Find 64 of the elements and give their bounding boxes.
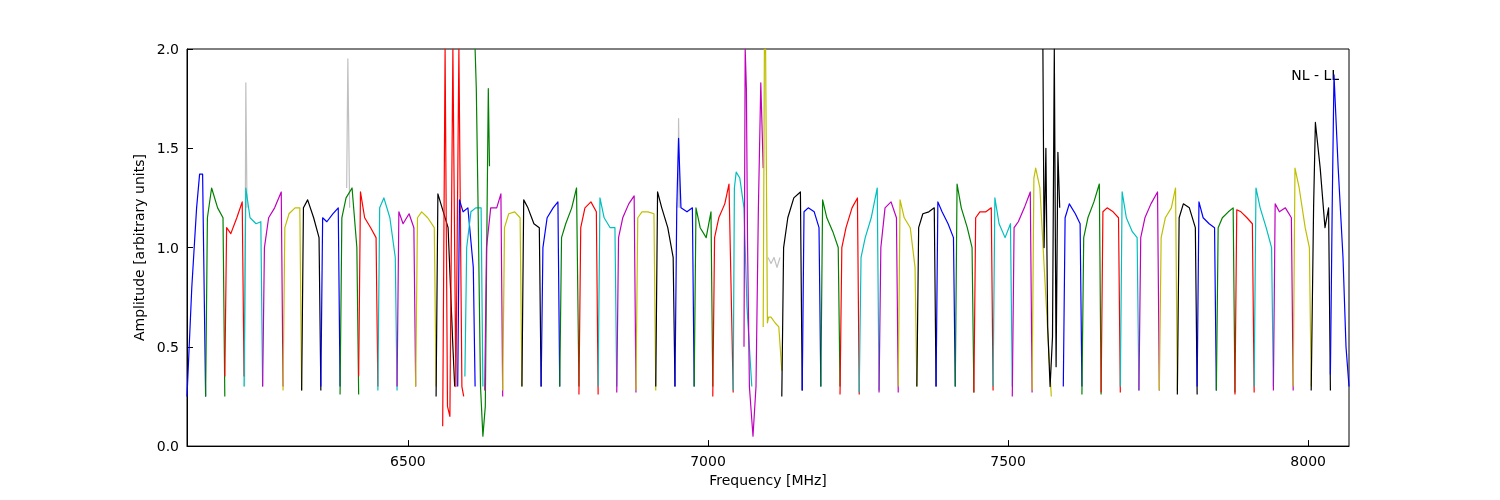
line-series [743,48,764,437]
y-tick-label: 1.0 [156,239,179,256]
annotation: NL - LL [1291,67,1340,83]
line-series [339,187,360,396]
line-series [693,207,714,388]
line-series [616,195,637,394]
y-tick-label: 0.0 [156,438,179,455]
line-series [1272,203,1294,392]
line-series [474,48,491,437]
x-tick-label: 7000 [690,453,726,470]
line-series [1100,207,1121,394]
line-series [801,207,822,392]
line-series [897,199,918,388]
line-series [521,199,542,388]
line-series [578,201,599,396]
line-series [1081,183,1102,396]
y-tick-label: 1.5 [156,140,179,157]
line-series [262,191,284,388]
line-series [858,187,880,394]
line-series [712,183,734,398]
line-series [732,171,753,392]
line-series [484,193,504,398]
line-series [442,48,465,427]
line-series [320,207,341,388]
line-series [301,199,322,392]
x-tick-label: 7500 [990,453,1026,470]
line-series [502,211,523,392]
x-tick-label: 8000 [1290,453,1327,470]
line-series [464,207,484,388]
line-series [1158,187,1178,392]
line-series [992,197,1013,388]
line-series [1292,167,1312,388]
y-tick-label: 2.0 [156,41,179,57]
line-series [674,137,695,388]
line-series [1310,121,1331,392]
line-series [973,207,994,394]
line-series [435,193,456,398]
line-series [415,211,437,388]
line-series [540,201,561,388]
line-series [781,191,803,398]
line-series [1062,203,1083,388]
line-series [916,207,937,388]
line-series [655,191,676,388]
line-series [878,201,899,394]
line-series [1176,203,1198,396]
line-series [820,199,841,388]
y-tick-label: 0.5 [156,338,179,355]
line-series [1234,209,1255,396]
x-tick-label: 6500 [390,453,426,470]
line-series [186,173,207,398]
line-series [559,187,580,388]
line-series [224,201,245,378]
line-series [839,197,860,396]
line-series [205,187,226,398]
line-series [243,187,264,388]
line-series [1011,191,1033,398]
line-series [597,197,618,388]
line-series [1253,187,1274,388]
line-series [457,199,476,388]
y-axis-title: Amplitude [arbitrary units] [130,154,147,342]
x-axis-title: Frequency [MHz] [709,472,827,488]
line-series [377,197,398,392]
line-series [1138,191,1160,392]
line-series [935,201,956,388]
